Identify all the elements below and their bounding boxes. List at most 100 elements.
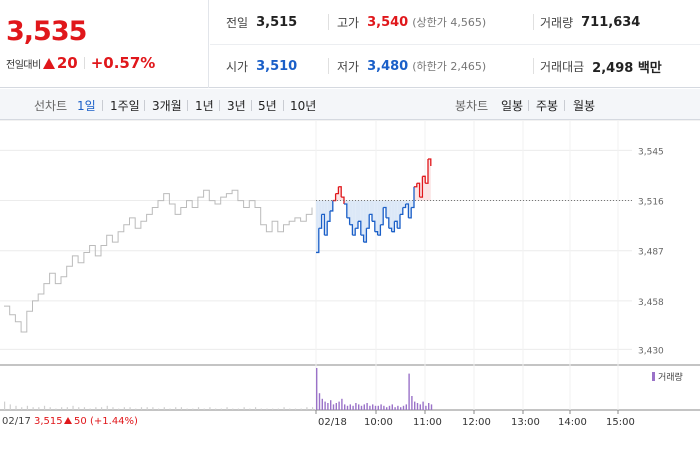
divider — [251, 100, 252, 111]
today-fill-segment — [411, 200, 414, 208]
volume-bar — [61, 407, 63, 410]
today-line-segment — [416, 182, 421, 198]
volume-bar — [324, 401, 326, 410]
today-price-line — [316, 158, 432, 254]
volume-bar — [327, 403, 329, 410]
today-line-segment — [332, 193, 337, 202]
today-line-segment — [391, 221, 396, 233]
volume-bar — [318, 393, 321, 410]
today-line-segment — [388, 227, 393, 232]
previous-day-change-rate: (+1.44%) — [90, 416, 138, 427]
today-fill-segment — [416, 183, 420, 201]
volume-bar — [374, 405, 377, 410]
today-line-segment — [341, 196, 345, 205]
today-line-segment — [386, 217, 390, 229]
today-line-segment — [338, 186, 342, 198]
tab-1-week[interactable]: 1주일 — [110, 99, 140, 113]
today-line-segment — [358, 220, 362, 236]
volume-bar — [422, 401, 424, 410]
high-cell: 고가 3,540 (상한가 4,565) — [337, 0, 486, 44]
today-line-segment — [360, 234, 365, 243]
previous-day-change: 50 — [74, 416, 87, 427]
x-tick-label: 14:00 — [558, 417, 587, 428]
previous-day-date: 02/17 — [2, 416, 31, 427]
today-fill-segment — [374, 200, 378, 232]
volume-bar — [386, 407, 388, 410]
y-tick-label: 3,487 — [638, 248, 664, 258]
volume-bar — [294, 408, 297, 410]
volume-bar — [175, 407, 177, 410]
change-amount: 20 — [56, 54, 78, 72]
volume-bar — [366, 403, 368, 410]
volume-bar — [400, 407, 402, 410]
today-line-segment — [383, 206, 387, 218]
today-fill-segment — [349, 200, 353, 225]
volume-value: 711,634 — [581, 14, 641, 30]
intraday-price-chart: 3,545 3,516 3,487 3,458 3,430 02/18 10:00 11:0… — [0, 120, 700, 428]
tab-weekly-candle[interactable]: 주봉 — [536, 99, 559, 113]
volume-bar — [123, 407, 125, 410]
volume-bar — [169, 408, 171, 410]
volume-bar — [332, 404, 335, 410]
volume-bar — [254, 407, 257, 410]
today-line-segment — [419, 176, 424, 198]
volume-bar — [129, 407, 131, 410]
volume-bar — [352, 405, 354, 410]
volume-bar — [344, 404, 346, 410]
chart-grid — [0, 120, 700, 411]
up-triangle-icon — [64, 417, 72, 424]
volume-bar — [428, 403, 430, 410]
today-fill-segment — [321, 200, 325, 215]
tab-monthly-candle[interactable]: 월봉 — [573, 99, 596, 113]
upper-limit: (상한가 4,565) — [412, 16, 487, 29]
today-fill-segment — [414, 186, 417, 201]
tab-daily-candle[interactable]: 일봉 — [501, 99, 524, 113]
today-line-segment — [408, 207, 412, 219]
tab-5-years[interactable]: 5년 — [258, 99, 277, 113]
volume-bar — [411, 396, 413, 410]
today-fill-segment — [402, 200, 406, 208]
tab-1-year[interactable]: 1년 — [195, 99, 214, 113]
volume-bar — [180, 407, 183, 410]
volume-bar — [360, 405, 363, 410]
today-fill-segment — [318, 200, 322, 229]
today-fill-segment — [369, 200, 372, 215]
volume-bar — [163, 407, 165, 410]
volume-bar — [112, 407, 114, 410]
volume-bar — [397, 405, 399, 410]
today-line-segment — [327, 210, 331, 222]
volume-bar — [203, 408, 205, 410]
today-line-segment — [411, 186, 415, 209]
volume-bar — [277, 408, 279, 410]
volume-bar — [377, 405, 379, 410]
tab-10-years[interactable]: 10년 — [290, 99, 317, 113]
tab-3-years[interactable]: 3년 — [227, 99, 246, 113]
change-row: 전일대비 20 +0.57% — [6, 54, 155, 72]
volume-bar — [32, 407, 34, 410]
today-line-segment — [349, 224, 354, 236]
tab-3-months[interactable]: 3개월 — [152, 99, 182, 113]
tab-1-day[interactable]: 1일 — [77, 99, 96, 113]
open-cell: 시가 3,510 — [226, 44, 297, 88]
today-line-segment — [400, 207, 404, 216]
today-line-segment — [363, 228, 368, 243]
x-tick-label: 13:00 — [511, 417, 540, 428]
price-info-grid: 전일 3,515 고가 3,540 (상한가 4,565) 거래량 711,63… — [210, 0, 700, 88]
x-tick-label: 10:00 — [364, 417, 393, 428]
divider — [533, 58, 534, 74]
amount-label: 거래대금 — [540, 59, 585, 74]
today-reference-fill — [316, 159, 431, 253]
volume-bar — [405, 404, 407, 410]
volume-bar — [419, 404, 421, 410]
volume-bar — [21, 407, 23, 410]
today-line-segment — [324, 221, 328, 236]
y-tick-label: 3,516 — [638, 198, 664, 208]
previous-day-line — [4, 189, 313, 333]
volume-bar — [26, 405, 29, 410]
today-fill-segment — [400, 200, 403, 215]
today-line-segment — [397, 214, 401, 229]
today-fill-segment — [344, 200, 347, 205]
today-line-segment — [425, 159, 429, 184]
price-summary: 3,535 전일대비 20 +0.57% — [0, 0, 209, 88]
volume-bar — [330, 400, 332, 410]
